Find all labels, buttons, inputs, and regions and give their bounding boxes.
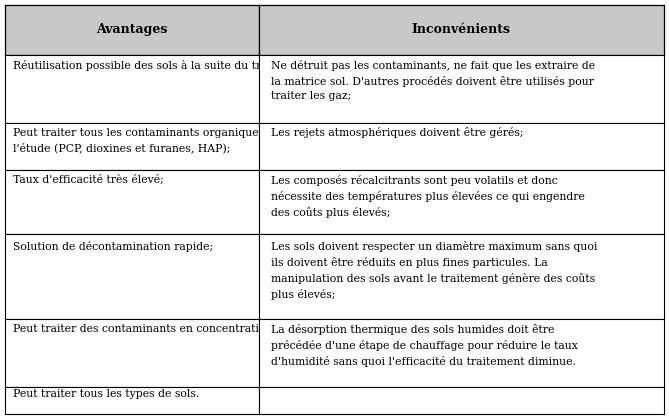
Text: Les composés récalcitrants sont peu volatils et donc
nécessite des températures : Les composés récalcitrants sont peu vola…	[271, 175, 585, 218]
Text: Peut traiter tous les contaminants organiques du site à
l'étude (PCP, dioxines e: Peut traiter tous les contaminants organ…	[13, 127, 314, 153]
Text: Avantages: Avantages	[96, 23, 167, 36]
Text: Les sols doivent respecter un diamètre maximum sans quoi
ils doivent être réduit: Les sols doivent respecter un diamètre m…	[271, 241, 597, 300]
Text: Peut traiter tous les types de sols.: Peut traiter tous les types de sols.	[13, 389, 199, 399]
Text: Ne détruit pas les contaminants, ne fait que les extraire de
la matrice sol. D'a: Ne détruit pas les contaminants, ne fait…	[271, 60, 595, 101]
Text: Réutilisation possible des sols à la suite du traitement;: Réutilisation possible des sols à la sui…	[13, 60, 313, 71]
Text: Peut traiter des contaminants en concentration élevée;: Peut traiter des contaminants en concent…	[13, 324, 314, 334]
Text: Taux d'efficacité très élevé;: Taux d'efficacité très élevé;	[13, 175, 163, 185]
Text: La désorption thermique des sols humides doit être
précédée d'une étape de chauf: La désorption thermique des sols humides…	[271, 324, 578, 367]
Text: Inconvénients: Inconvénients	[412, 23, 511, 36]
Text: Les rejets atmosphériques doivent être gérés;: Les rejets atmosphériques doivent être g…	[271, 127, 523, 137]
Text: Solution de décontamination rapide;: Solution de décontamination rapide;	[13, 241, 213, 252]
